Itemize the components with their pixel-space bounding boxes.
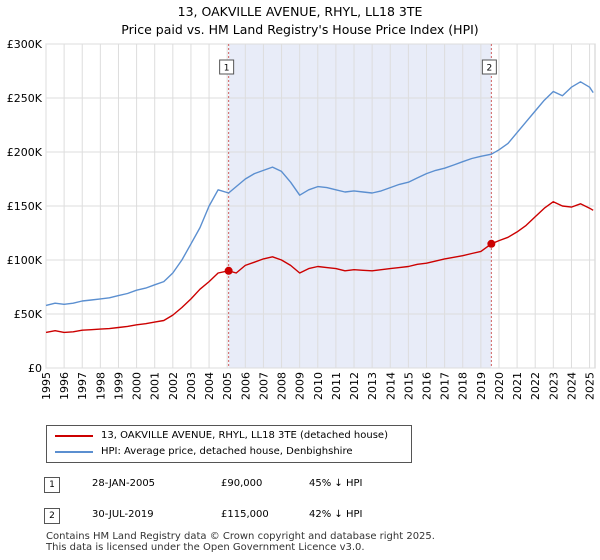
x-tick-label: 2011 [330, 372, 343, 400]
x-tick-label: 2003 [185, 372, 198, 400]
price-chart: 1 2 £0 £50K £100K £150K £200K £250K £300K 1995 199… [7, 38, 597, 400]
x-tick-label: 1999 [112, 372, 125, 400]
sale-label-text: 1 [224, 64, 230, 74]
sale-label-box [219, 59, 235, 75]
x-tick-label: 2025 [584, 372, 597, 400]
sale-hpi-diff: 45% ↓ HPI [309, 478, 363, 489]
x-tick-label: 2001 [149, 372, 162, 400]
footer-line-2: This data is licensed under the Open Gov… [46, 542, 365, 553]
x-tick-label: 2015 [402, 372, 415, 400]
x-tick-label: 2007 [257, 372, 270, 400]
footer-line-1: Contains HM Land Registry data © Crown c… [46, 531, 435, 542]
legend: 13, OAKVILLE AVENUE, RHYL, LL18 3TE (det… [46, 425, 412, 463]
x-tick-label: 2016 [420, 372, 433, 400]
footer: Contains HM Land Registry data © Crown c… [46, 531, 435, 553]
x-tick-label: 2010 [312, 372, 325, 400]
sale-row: 2 30-JUL-2019 £115,000 42% ↓ HPI [40, 505, 460, 527]
x-tick-label: 1995 [40, 372, 53, 400]
legend-line-property [55, 435, 93, 437]
x-tick-label: 2013 [366, 372, 379, 400]
chart-subtitle: Price paid vs. HM Land Registry's House … [121, 22, 479, 37]
x-tick-label: 2022 [529, 372, 542, 400]
x-tick-label: 2019 [475, 372, 488, 400]
sale-label-box [481, 59, 497, 75]
x-tick-label: 1997 [76, 372, 89, 400]
x-tick-label: 2012 [348, 372, 361, 400]
x-tick-label: 2017 [439, 372, 452, 400]
legend-label-property: 13, OAKVILLE AVENUE, RHYL, LL18 3TE (det… [101, 430, 388, 441]
x-tick-label: 1998 [94, 372, 107, 400]
x-tick-label: 2005 [221, 372, 234, 400]
y-tick-label: £100K [7, 254, 43, 267]
x-tick-label: 2021 [511, 372, 524, 400]
sale-hpi-diff: 42% ↓ HPI [309, 509, 363, 520]
y-tick-label: £150K [7, 200, 43, 213]
hpi-line [45, 81, 594, 307]
sale-price: £115,000 [221, 509, 269, 520]
sale-point [224, 266, 233, 275]
sale-number-badge: 1 [44, 477, 60, 493]
x-tick-label: 2000 [131, 372, 144, 400]
y-tick-label: £200K [7, 146, 43, 159]
x-tick-label: 2006 [239, 372, 252, 400]
x-tick-label: 2008 [276, 372, 289, 400]
x-tick-label: 1996 [58, 372, 71, 400]
y-tick-label: £0 [28, 362, 42, 375]
sale-date: 30-JUL-2019 [92, 509, 154, 520]
x-tick-label: 2018 [457, 372, 470, 400]
x-tick-label: 2004 [203, 372, 216, 400]
y-tick-label: £50K [14, 308, 43, 321]
y-tick-label: £250K [7, 92, 43, 105]
x-tick-label: 2020 [493, 372, 506, 400]
x-tick-label: 2024 [565, 372, 578, 400]
legend-label-hpi: HPI: Average price, detached house, Denb… [101, 446, 353, 457]
sale-date: 28-JAN-2005 [92, 478, 156, 489]
sale-point [487, 239, 496, 248]
sale-label-text: 2 [486, 64, 492, 74]
sale-row: 1 28-JAN-2005 £90,000 45% ↓ HPI [40, 474, 460, 496]
y-tick-label: £300K [7, 38, 43, 51]
x-tick-label: 2014 [384, 372, 397, 400]
x-tick-label: 2023 [547, 372, 560, 400]
property-price-line [45, 201, 594, 334]
chart-title: 13, OAKVILLE AVENUE, RHYL, LL18 3TE [177, 4, 423, 19]
sale-number-badge: 2 [44, 508, 60, 524]
x-tick-label: 2009 [294, 372, 307, 400]
x-tick-label: 2002 [167, 372, 180, 400]
sale-price: £90,000 [221, 478, 263, 489]
legend-line-hpi [55, 451, 93, 453]
